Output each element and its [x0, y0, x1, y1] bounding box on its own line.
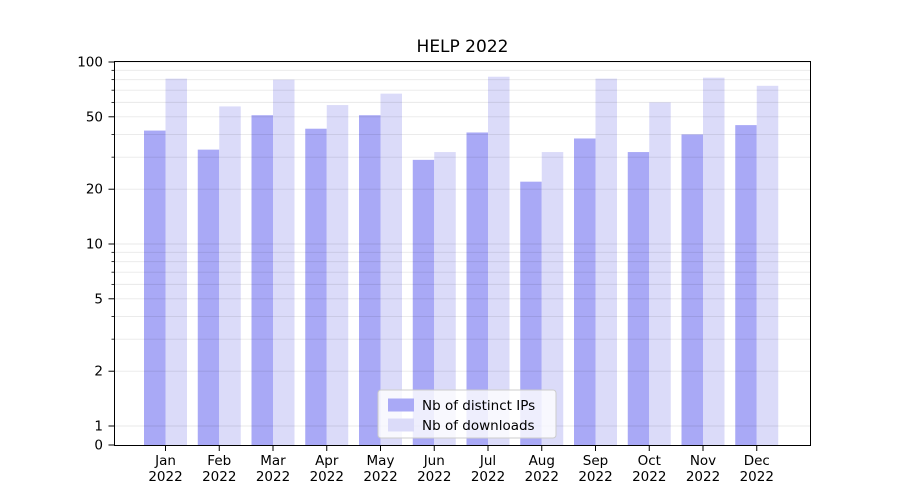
bar-distinct-ips-dec [735, 125, 757, 445]
bar-distinct-ips-apr [305, 128, 327, 445]
x-tick-label-year-mar: 2022 [256, 469, 290, 485]
x-tick-label-year-jan: 2022 [148, 469, 182, 485]
bar-downloads-feb [219, 106, 241, 445]
x-tick-label-month-jul: Jul [479, 453, 496, 469]
y-tick-label-20: 20 [86, 182, 103, 198]
x-tick-label-year-sep: 2022 [578, 469, 612, 485]
bar-distinct-ips-mar [251, 115, 273, 445]
bar-distinct-ips-jan [144, 130, 166, 445]
bar-distinct-ips-oct [627, 152, 650, 446]
bar-downloads-dec [756, 85, 779, 445]
y-tick-label-10: 10 [86, 237, 103, 253]
bar-downloads-may [380, 93, 402, 445]
x-tick-label-year-feb: 2022 [202, 469, 236, 485]
plot-border [114, 61, 811, 446]
y-tick-label-5: 5 [94, 291, 103, 307]
x-tick-label-month-jun: Jun [423, 453, 445, 469]
x-tick-label-year-jun: 2022 [417, 469, 451, 485]
bar-downloads-jun [434, 152, 456, 446]
bar-distinct-ips-jul [466, 132, 488, 446]
x-tick-label-year-oct: 2022 [632, 469, 666, 485]
x-tick-label-month-nov: Nov [690, 453, 716, 469]
bar-downloads-apr [326, 105, 349, 446]
y-tick-label-1: 1 [94, 419, 103, 435]
legend-label-downloads: Nb of downloads [422, 418, 535, 434]
bar-downloads-sep [595, 78, 617, 445]
x-tick-label-year-may: 2022 [363, 469, 397, 485]
legend: Nb of distinct IPs Nb of downloads [377, 389, 557, 439]
x-tick-label-month-dec: Dec [744, 453, 770, 469]
bar-distinct-ips-may [359, 115, 381, 445]
chart-title: HELP 2022 [417, 37, 509, 57]
axis-ticks [108, 61, 758, 451]
gridlines [115, 61, 810, 427]
y-tick-label-2: 2 [94, 364, 103, 380]
bar-downloads-aug [541, 152, 564, 446]
x-tick-label-year-jul: 2022 [471, 469, 505, 485]
bar-downloads-nov [703, 77, 725, 445]
x-tick-label-month-jan: Jan [154, 453, 176, 469]
x-tick-label-year-nov: 2022 [686, 469, 720, 485]
x-tick-label-month-feb: Feb [207, 453, 231, 469]
x-tick-label-month-may: May [367, 453, 395, 469]
x-tick-label-year-apr: 2022 [310, 469, 344, 485]
x-axis-tick-labels: Jan2022Feb2022Mar2022Apr2022May2022Jun20… [148, 453, 774, 485]
bars-layer [144, 76, 779, 446]
legend-label-distinct-ips: Nb of distinct IPs [422, 398, 535, 414]
y-tick-label-0: 0 [94, 438, 103, 454]
x-tick-label-year-aug: 2022 [525, 469, 559, 485]
x-tick-label-month-oct: Oct [638, 453, 661, 469]
bar-downloads-jan [165, 78, 187, 445]
x-tick-label-year-dec: 2022 [740, 469, 774, 485]
legend-swatch-distinct-ips [388, 398, 414, 412]
legend-swatch-downloads [388, 418, 414, 432]
y-tick-label-100: 100 [77, 55, 103, 71]
bar-distinct-ips-jun [412, 159, 435, 445]
bar-distinct-ips-sep [574, 138, 596, 446]
legend-box [377, 389, 557, 439]
x-tick-label-month-sep: Sep [583, 453, 608, 469]
bar-downloads-oct [649, 102, 671, 446]
bar-distinct-ips-nov [681, 134, 703, 445]
y-tick-label-50: 50 [86, 109, 103, 125]
bar-downloads-jul [488, 76, 510, 446]
bar-distinct-ips-feb [197, 149, 220, 445]
x-tick-label-month-mar: Mar [260, 453, 286, 469]
bar-distinct-ips-aug [520, 181, 542, 445]
x-tick-label-month-apr: Apr [315, 453, 339, 469]
bar-downloads-mar [273, 79, 295, 445]
x-tick-label-month-aug: Aug [529, 453, 555, 469]
